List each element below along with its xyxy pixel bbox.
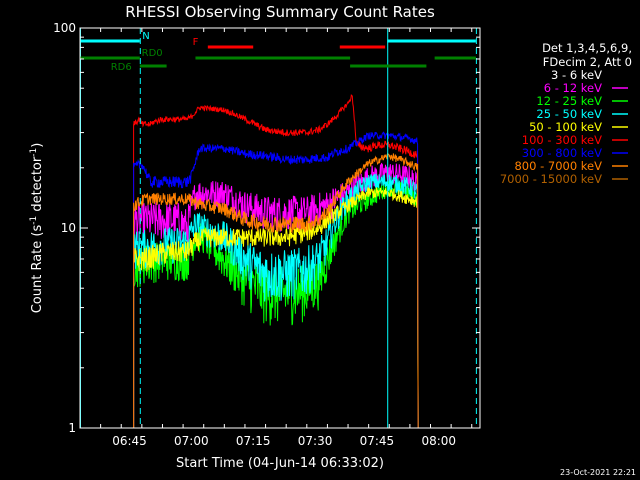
legend-label-6: 300 - 800 keV: [522, 146, 602, 160]
legend-label-5: 100 - 300 keV: [522, 133, 602, 147]
flag-label-rd6: RD6: [111, 62, 132, 73]
x-axis-label: Start Time (04-Jun-14 06:33:02): [176, 456, 384, 471]
y-axis-label: Count Rate (s-1 detector-1): [29, 143, 45, 314]
observing-flags: N F RD0 RD6: [80, 31, 476, 73]
x-tick-label: 07:00: [174, 434, 209, 448]
y-axis-ticks: 1 10 100: [53, 21, 480, 435]
x-tick-label: 07:30: [298, 434, 333, 448]
legend: Det 1,3,4,5,6,9, FDecim 2, Att 0 3 - 6 k…: [500, 41, 632, 186]
series-line-5: [133, 94, 419, 429]
x-tick-label: 07:15: [236, 434, 271, 448]
legend-label-8: 7000 - 15000 keV: [500, 172, 602, 186]
data-series-group: [133, 94, 419, 429]
timestamp-footer: 23-Oct-2021 22:21: [560, 468, 636, 477]
flag-label-f: F: [193, 37, 199, 48]
legend-label-3: 25 - 50 keV: [536, 107, 602, 121]
x-axis-ticks: 06:45 07:00 07:15 07:30 07:45 08:00: [79, 28, 473, 448]
series-line-6: [133, 131, 419, 429]
flag-label-rd0: RD0: [142, 48, 163, 59]
y-tick-label: 1: [68, 421, 76, 435]
legend-label-1: 6 - 12 keV: [544, 81, 602, 95]
series-line-4: [133, 187, 419, 429]
chart-title: RHESSI Observing Summary Count Rates: [125, 3, 435, 21]
series-line-7: [133, 153, 419, 429]
legend-header-detectors: Det 1,3,4,5,6,9,: [542, 41, 632, 55]
legend-header-decim: FDecim 2, Att 0: [543, 55, 632, 69]
legend-label-2: 12 - 25 keV: [536, 94, 602, 108]
y-tick-label: 100: [53, 21, 76, 35]
legend-label-7: 800 - 7000 keV: [514, 159, 602, 173]
y-tick-label: 10: [61, 221, 76, 235]
x-tick-label: 07:45: [360, 434, 395, 448]
flag-label-n: N: [142, 31, 149, 42]
series-line-3: [133, 173, 419, 429]
legend-label-0: 3 - 6 keV: [551, 68, 602, 82]
x-tick-label: 08:00: [421, 434, 456, 448]
x-tick-label: 06:45: [112, 434, 147, 448]
legend-label-4: 50 - 100 keV: [529, 120, 602, 134]
